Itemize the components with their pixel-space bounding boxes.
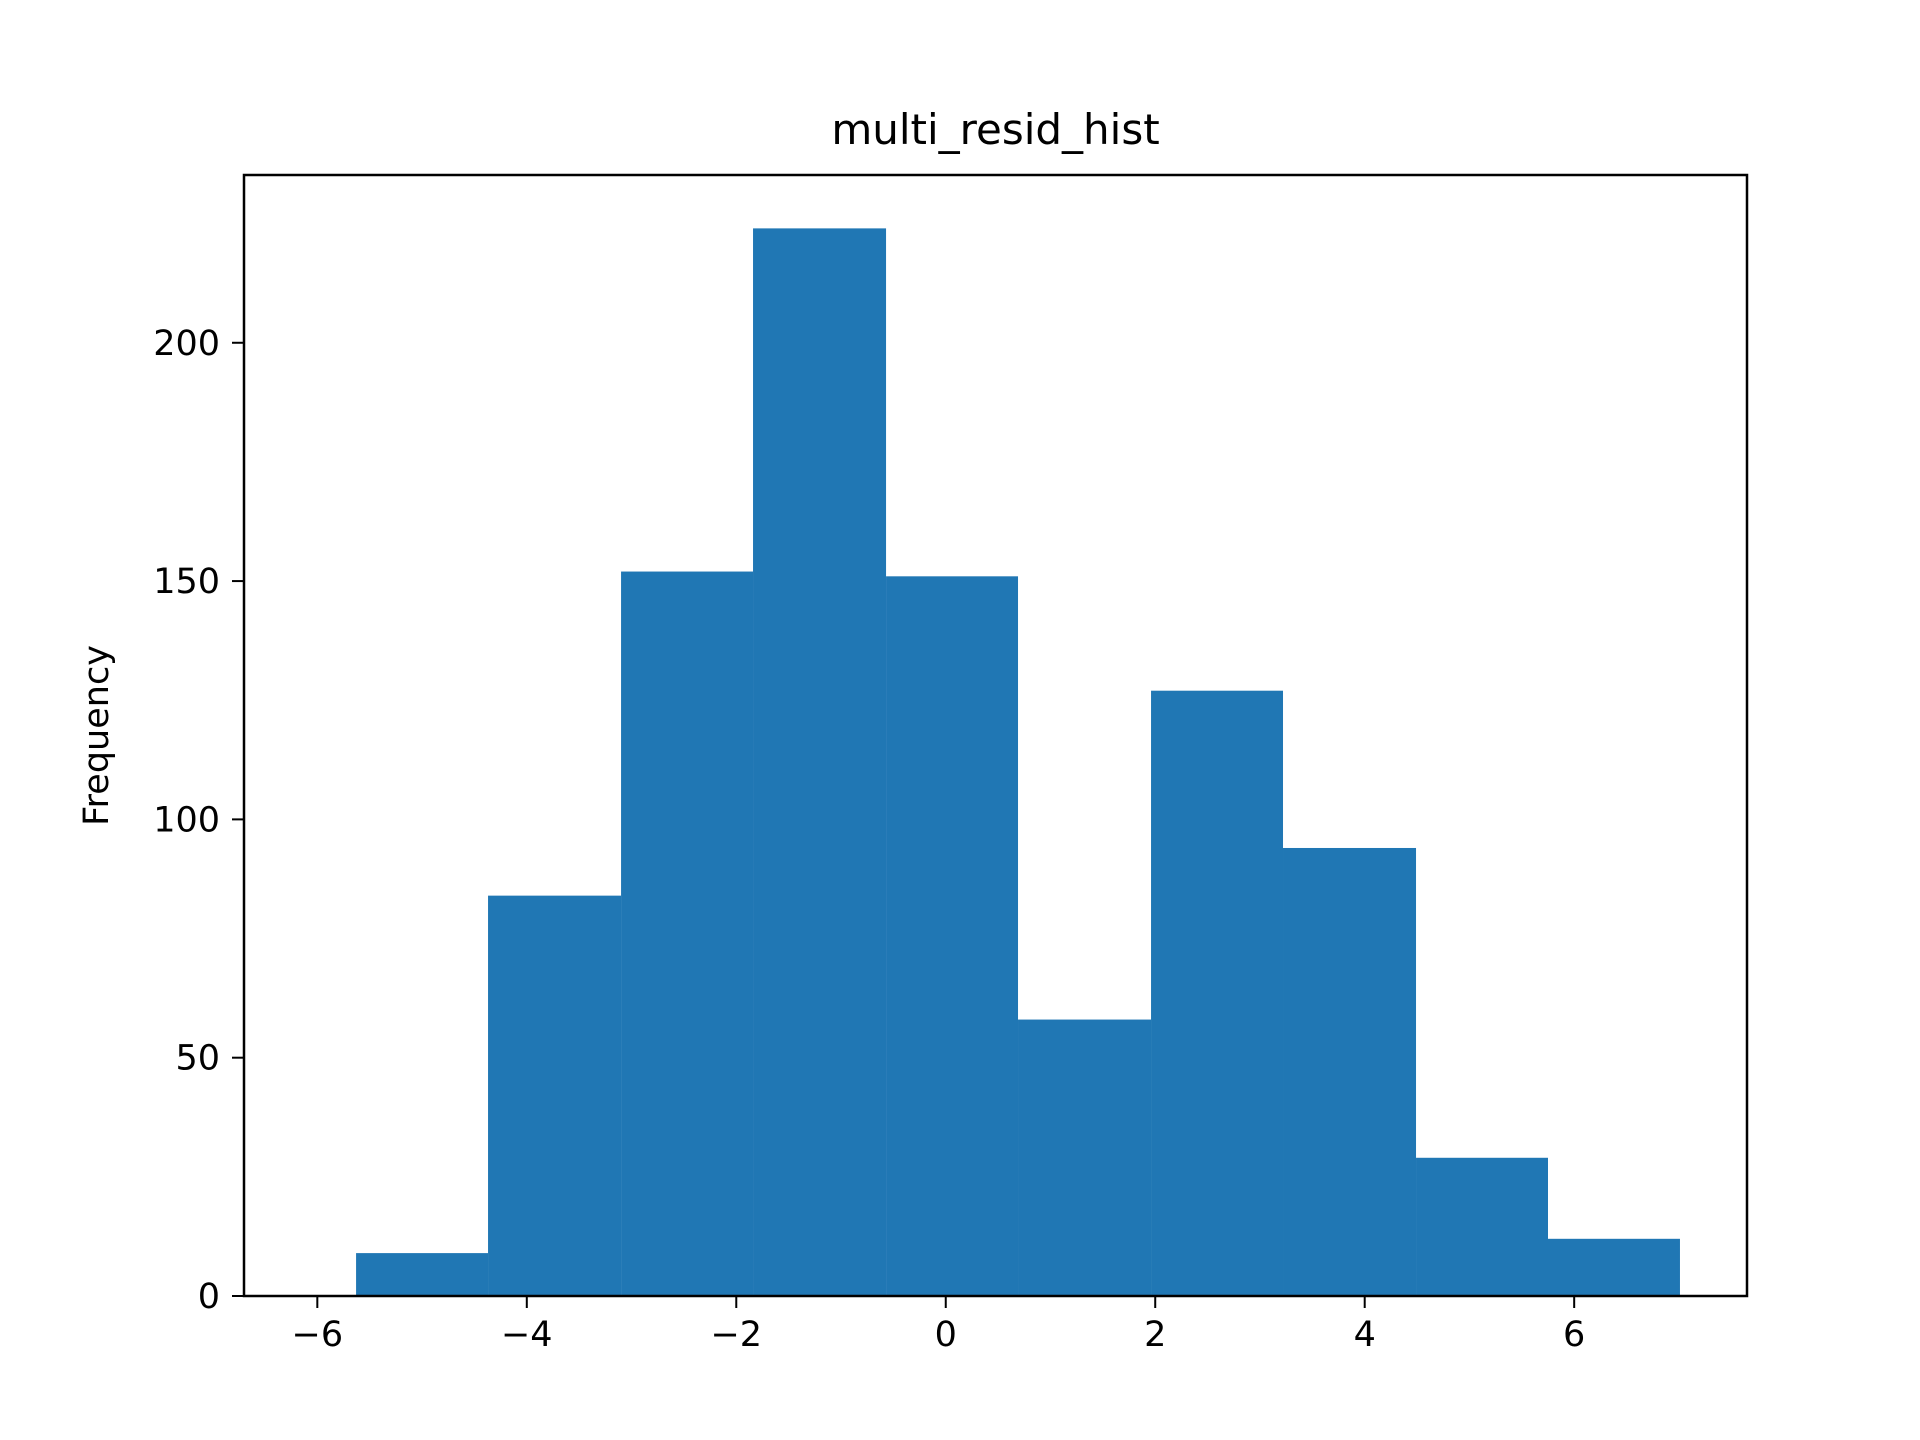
histogram-bar [753, 228, 887, 1296]
histogram-bar [1416, 1157, 1548, 1296]
chart-title: multi_resid_hist [831, 105, 1159, 154]
x-tick-label: 0 [935, 1315, 957, 1355]
histogram-bar [1547, 1238, 1680, 1296]
histogram-bar [1283, 847, 1417, 1296]
x-tick-label: 2 [1144, 1315, 1166, 1355]
y-tick-label: 150 [153, 562, 220, 602]
x-tick-label: −2 [710, 1315, 762, 1355]
y-tick-label: 0 [198, 1277, 220, 1317]
histogram-bar [1018, 1019, 1152, 1296]
histogram-bar [488, 895, 622, 1296]
y-tick-label: 100 [153, 800, 220, 840]
x-tick-label: −6 [292, 1315, 344, 1355]
x-axis: −6 −4 −2 0 2 4 6 [292, 1296, 1585, 1355]
x-tick-label: −4 [501, 1315, 553, 1355]
y-axis: 0 50 100 150 200 [153, 324, 244, 1317]
histogram-bar [1151, 690, 1284, 1296]
histogram-bar [886, 576, 1019, 1296]
y-tick-label: 50 [175, 1039, 220, 1079]
x-tick-label: 4 [1354, 1315, 1376, 1355]
x-tick-label: 6 [1563, 1315, 1585, 1355]
y-axis-label: Frequency [77, 645, 117, 826]
histogram-bar [621, 571, 754, 1296]
y-tick-label: 200 [153, 324, 220, 364]
histogram-bar [356, 1253, 489, 1296]
histogram-bars [356, 228, 1680, 1296]
plot-frame [242, 173, 1749, 1298]
